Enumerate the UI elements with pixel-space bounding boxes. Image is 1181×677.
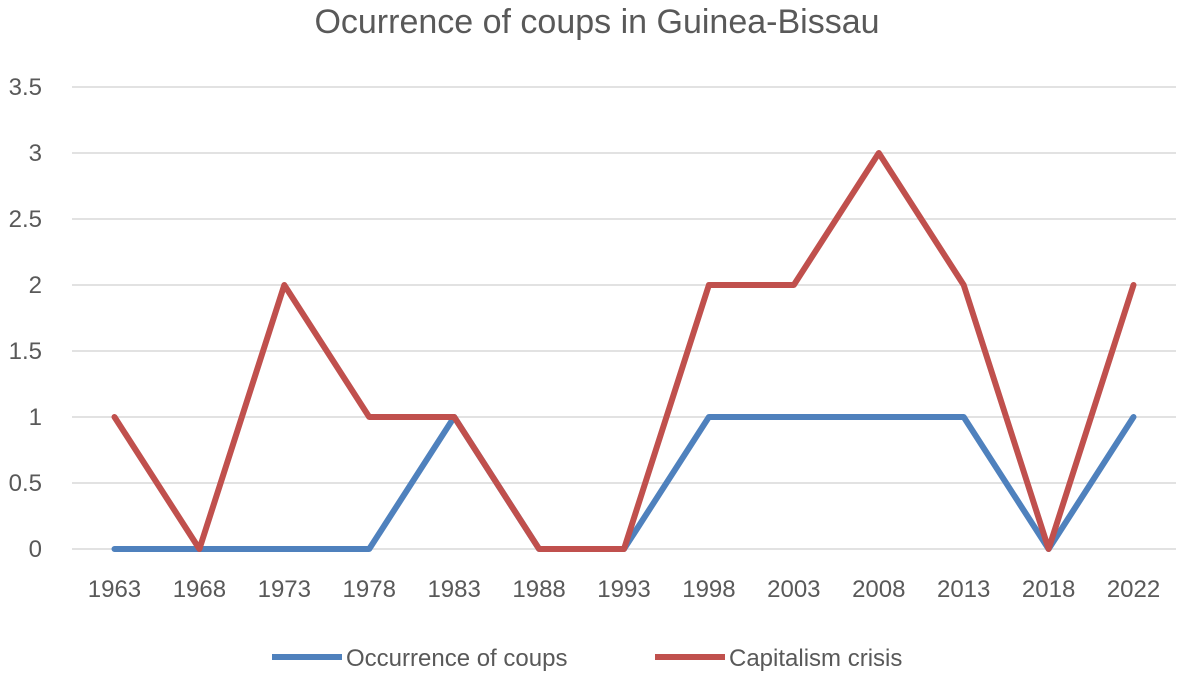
x-tick-label: 2003	[767, 576, 820, 603]
y-tick-label: 0.5	[9, 470, 42, 497]
x-axis-ticks: 1963 1968 1973 1978 1983 1988 1993 1998 2003 2008…	[88, 576, 1160, 603]
x-tick-label: 1993	[597, 576, 650, 603]
legend-label-1: Capitalism crisis	[729, 645, 902, 672]
series-lines	[111, 150, 1137, 552]
y-axis-ticks: 0 0.5 1 1.5 2 2.5 3 3.5	[9, 74, 42, 563]
gridlines	[72, 86, 1176, 550]
y-tick-label: 3	[29, 140, 42, 167]
x-tick-label: 1973	[258, 576, 311, 603]
x-tick-label: 2022	[1107, 576, 1160, 603]
x-tick-label: 2008	[852, 576, 905, 603]
x-tick-label: 1968	[173, 576, 226, 603]
y-tick-label: 1.5	[9, 338, 42, 365]
legend-label-0: Occurrence of coups	[346, 645, 567, 672]
x-tick-label: 2013	[937, 576, 990, 603]
y-tick-label: 1	[29, 404, 42, 431]
legend: Occurrence of coups Capitalism crisis	[272, 645, 902, 672]
x-tick-label: 2018	[1022, 576, 1075, 603]
y-tick-label: 2	[29, 272, 42, 299]
y-tick-label: 3.5	[9, 74, 42, 101]
x-tick-label: 1978	[343, 576, 396, 603]
y-tick-label: 2.5	[9, 206, 42, 233]
x-tick-label: 1998	[682, 576, 735, 603]
x-tick-label: 1963	[88, 576, 141, 603]
chart-title: Ocurrence of coups in Guinea-Bissau	[314, 3, 879, 41]
series-line-1	[111, 150, 1137, 552]
x-tick-label: 1988	[512, 576, 565, 603]
x-tick-label: 1983	[427, 576, 480, 603]
y-tick-label: 0	[29, 536, 42, 563]
